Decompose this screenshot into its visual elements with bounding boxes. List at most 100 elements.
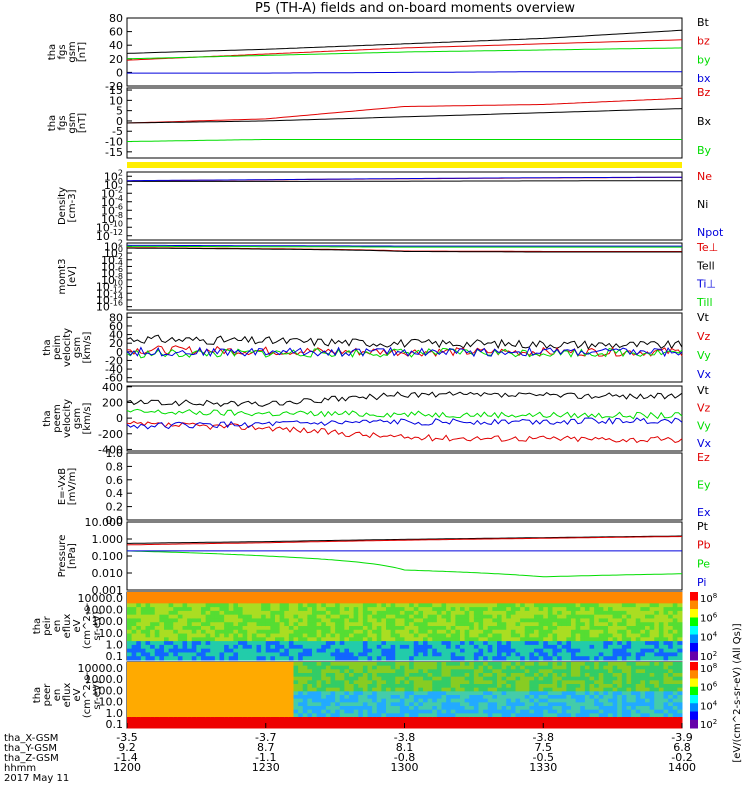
spectrogram-cell bbox=[566, 595, 572, 601]
spectrogram-cell bbox=[288, 717, 294, 722]
spectrogram-cell bbox=[487, 614, 493, 619]
spectrogram-cell bbox=[668, 603, 674, 608]
spectrogram-cell bbox=[450, 698, 456, 703]
spectrogram-cell bbox=[191, 680, 197, 685]
spectrogram-cell bbox=[270, 629, 276, 635]
spectrogram-cell bbox=[621, 610, 627, 616]
spectrogram-cell bbox=[575, 706, 581, 711]
spectrogram-cell bbox=[460, 691, 466, 696]
spectrogram-cell bbox=[376, 713, 382, 718]
spectrogram-cell bbox=[312, 656, 318, 661]
spectrogram-cell bbox=[395, 607, 401, 612]
spectrogram-cell bbox=[580, 648, 586, 653]
spectrogram-cell bbox=[654, 652, 660, 657]
spectrogram-cell bbox=[594, 684, 600, 689]
spectrogram-cell bbox=[275, 599, 281, 604]
spectrogram-cell bbox=[446, 684, 452, 689]
spectrogram-cell bbox=[238, 702, 244, 707]
spectrogram-cell bbox=[626, 610, 632, 616]
spectrogram-cell bbox=[450, 641, 456, 646]
spectrogram-cell bbox=[247, 652, 253, 657]
spectrogram-cell bbox=[497, 599, 503, 604]
spectrogram-cell bbox=[136, 626, 142, 631]
spectrogram-cell bbox=[288, 641, 294, 646]
spectrogram-cell bbox=[538, 614, 544, 619]
spectrogram-cell bbox=[339, 717, 345, 722]
spectrogram-cell bbox=[589, 706, 595, 711]
spectrogram-cell bbox=[298, 614, 304, 619]
spectrogram-cell bbox=[344, 607, 350, 612]
spectrogram-cell bbox=[534, 618, 540, 623]
spectrogram-cell bbox=[279, 680, 285, 685]
spectrogram-cell bbox=[510, 695, 516, 700]
spectrogram-cell bbox=[608, 687, 614, 692]
spectrogram-cell bbox=[446, 629, 452, 635]
spectrogram-cell bbox=[307, 637, 313, 642]
spectrogram-cell bbox=[580, 610, 586, 616]
spectrogram-cell bbox=[603, 680, 609, 685]
spectrogram-cell bbox=[330, 629, 336, 635]
spectrogram-cell bbox=[164, 626, 170, 631]
legend-bx: bx bbox=[697, 72, 711, 85]
spectrogram-cell bbox=[339, 614, 345, 619]
spectrogram-cell bbox=[658, 644, 664, 650]
spectrogram-cell bbox=[510, 691, 516, 696]
spectrogram-cell bbox=[483, 673, 489, 678]
spectrogram-cell bbox=[159, 673, 165, 678]
spectrogram-cell bbox=[649, 644, 655, 650]
spectrogram-cell bbox=[238, 648, 244, 653]
spectrogram-cell bbox=[196, 599, 202, 604]
spectrogram-cell bbox=[654, 720, 660, 725]
spectrogram-cell bbox=[159, 724, 165, 729]
spectrogram-cell bbox=[561, 687, 567, 692]
spectrogram-cell bbox=[339, 626, 345, 631]
x-axis-value: 1400 bbox=[668, 761, 696, 774]
spectrogram-cell bbox=[668, 652, 674, 657]
y-tick-label: 10-8 bbox=[101, 211, 123, 226]
spectrogram-cell bbox=[293, 702, 299, 707]
spectrogram-cell bbox=[367, 592, 373, 597]
spectrogram-cell bbox=[473, 614, 479, 619]
spectrogram-cell bbox=[658, 669, 664, 674]
spectrogram-cell bbox=[589, 665, 595, 670]
spectrogram-cell bbox=[589, 717, 595, 722]
spectrogram-cell bbox=[589, 622, 595, 627]
spectrogram-cell bbox=[372, 610, 378, 616]
spectrogram-cell bbox=[663, 676, 669, 681]
spectrogram-cell bbox=[483, 724, 489, 729]
spectrogram-cell bbox=[506, 662, 512, 667]
spectrogram-cell bbox=[561, 610, 567, 616]
spectrogram-cell bbox=[534, 673, 540, 678]
spectrogram-cell bbox=[566, 648, 572, 653]
spectrogram-cell bbox=[608, 644, 614, 650]
spectrogram-cell bbox=[335, 648, 341, 653]
spectrogram-cell bbox=[409, 626, 415, 631]
spectrogram-cell bbox=[150, 684, 156, 689]
spectrogram-cell bbox=[441, 629, 447, 635]
panel-3-ylabel-line: [eV] bbox=[67, 266, 78, 287]
spectrogram-cell bbox=[413, 720, 419, 725]
spectrogram-cell bbox=[201, 626, 207, 631]
spectrogram-cell bbox=[455, 662, 461, 667]
spectrogram-cell bbox=[520, 717, 526, 722]
spectrogram-cell bbox=[658, 673, 664, 678]
spectrogram-cell bbox=[566, 652, 572, 657]
spectrogram-cell bbox=[497, 637, 503, 642]
spectrogram-cell bbox=[423, 614, 429, 619]
spectrogram-cell bbox=[284, 695, 290, 700]
spectrogram-cell bbox=[145, 599, 151, 604]
spectrogram-cell bbox=[418, 637, 424, 642]
spectrogram-cell bbox=[668, 607, 674, 612]
spectrogram-cell bbox=[515, 637, 521, 642]
spectrogram-cell bbox=[436, 724, 442, 729]
spectrogram-cell bbox=[501, 629, 507, 635]
spectrogram-cell bbox=[580, 644, 586, 650]
spectrogram-cell bbox=[386, 626, 392, 631]
spectrogram-cell bbox=[159, 698, 165, 703]
legend-Vz: Vz bbox=[697, 402, 711, 415]
spectrogram-cell bbox=[446, 607, 452, 612]
spectrogram-cell bbox=[150, 607, 156, 612]
spectrogram-cell bbox=[182, 618, 188, 623]
spectrogram-cell bbox=[154, 709, 160, 714]
spectrogram-cell bbox=[409, 648, 415, 653]
